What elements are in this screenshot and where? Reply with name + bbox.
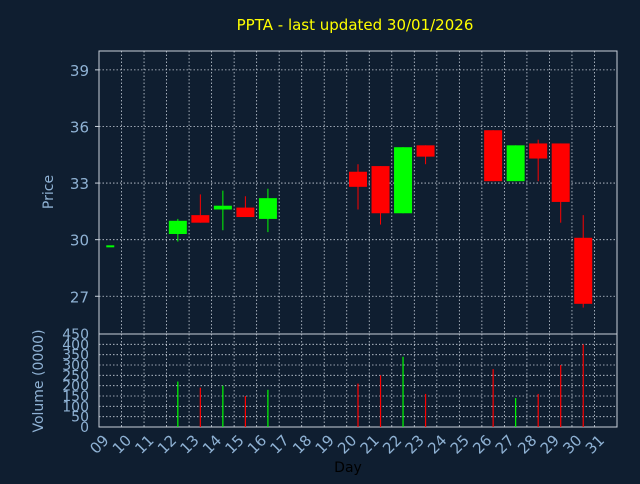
candle-body [258, 198, 277, 219]
volume-tick-label: 450 [62, 327, 89, 343]
volume-tick-label: 300 [62, 358, 89, 374]
price-tick-label: 27 [70, 288, 89, 306]
volume-tick-label: 200 [62, 379, 89, 395]
price-axis-label: Price [41, 175, 57, 209]
candle-body [213, 205, 232, 210]
price-tick-label: 36 [70, 118, 89, 136]
volume-tick-label: 250 [62, 368, 89, 384]
price-tick-label: 30 [70, 232, 89, 250]
price-tick-label: 39 [70, 62, 89, 80]
chart-title: PPTA - last updated 30/01/2026 [237, 16, 474, 34]
candle-body [574, 237, 593, 304]
candle-body [349, 171, 367, 187]
x-axis-label: Day [334, 460, 362, 476]
volume-tick-label: 150 [62, 389, 89, 405]
candle-body [191, 215, 210, 223]
volume-tick-label: 50 [71, 410, 89, 426]
volume-tick-label: 0 [80, 420, 89, 436]
candle-body [236, 207, 255, 218]
volume-tick-label: 350 [62, 348, 89, 364]
candle-body [484, 130, 503, 182]
candle-body [394, 147, 413, 214]
price-tick-label: 33 [70, 175, 89, 193]
candle-body [416, 145, 435, 157]
volume-axis-label: Volume (0000) [31, 329, 47, 432]
candle-body [551, 143, 570, 202]
volume-tick-label: 400 [62, 337, 89, 353]
volume-tick-label: 100 [62, 399, 89, 415]
candle-body [106, 245, 115, 248]
candle-body [168, 220, 187, 235]
candle-body [529, 143, 548, 159]
candle-body [506, 145, 525, 182]
x-tick-label: 31 [582, 431, 608, 457]
candle-body [371, 166, 390, 214]
price-panel: 27 30 33 36 39 [70, 50, 618, 335]
x-tick-labels: 0910111213141516171819202122232425262728… [86, 431, 608, 457]
